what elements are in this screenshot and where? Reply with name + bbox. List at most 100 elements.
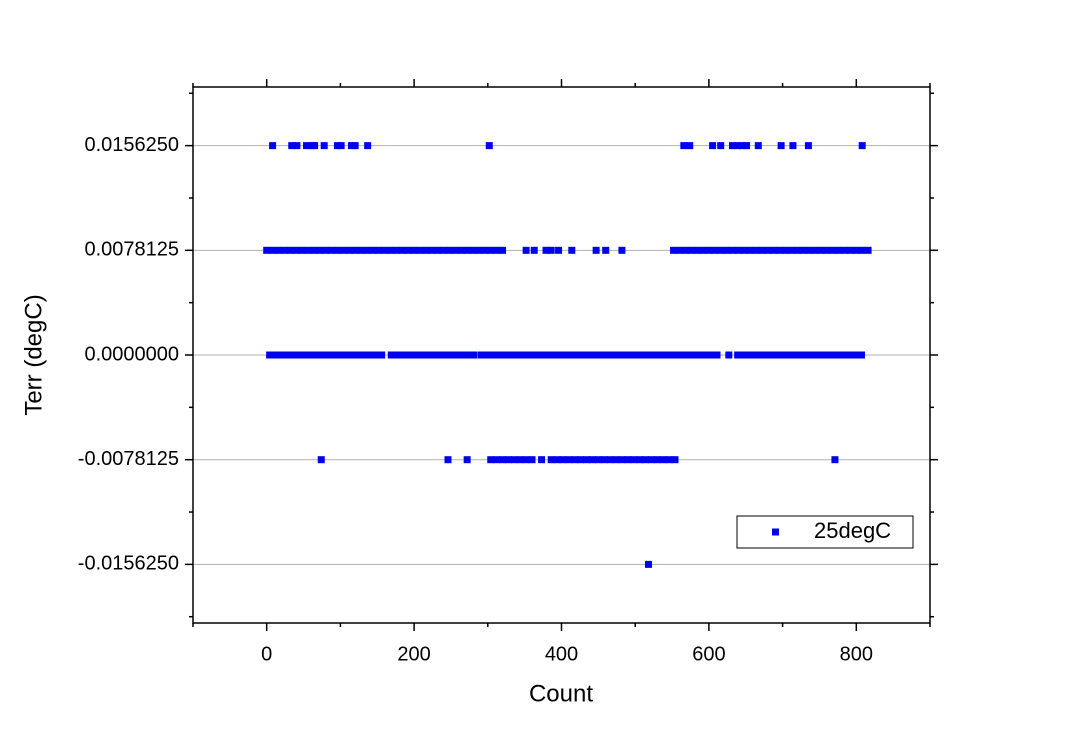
point — [434, 246, 442, 254]
point — [665, 456, 673, 464]
point — [293, 142, 301, 150]
point — [757, 351, 765, 359]
x-tick-label: 600 — [692, 643, 725, 665]
point — [811, 246, 819, 254]
point — [446, 351, 454, 359]
point — [740, 351, 748, 359]
point — [776, 246, 784, 254]
point — [416, 246, 424, 254]
point — [524, 351, 532, 359]
point — [678, 351, 686, 359]
point — [302, 142, 310, 150]
point — [602, 246, 610, 254]
point — [746, 246, 754, 254]
point — [751, 351, 759, 359]
point — [675, 246, 683, 254]
point — [577, 456, 585, 464]
point — [572, 351, 580, 359]
point — [793, 351, 801, 359]
point — [684, 351, 692, 359]
point — [538, 456, 546, 464]
point — [357, 246, 365, 254]
point — [728, 142, 736, 150]
point — [754, 142, 762, 150]
point — [269, 142, 277, 150]
point — [475, 246, 483, 254]
point — [648, 351, 656, 359]
point — [411, 351, 419, 359]
point — [292, 246, 300, 254]
point — [310, 246, 318, 254]
point — [405, 351, 413, 359]
point — [787, 246, 795, 254]
point — [805, 246, 813, 254]
point — [487, 456, 495, 464]
point — [816, 351, 824, 359]
point — [369, 246, 377, 254]
point — [507, 351, 515, 359]
point — [464, 351, 472, 359]
point — [834, 351, 842, 359]
point — [428, 246, 436, 254]
point — [723, 246, 731, 254]
point — [423, 351, 431, 359]
point — [619, 351, 627, 359]
point — [787, 351, 795, 359]
point — [770, 246, 778, 254]
point — [713, 351, 721, 359]
point — [339, 246, 347, 254]
point — [266, 351, 274, 359]
point — [728, 246, 736, 254]
point — [699, 246, 707, 254]
point — [277, 351, 285, 359]
point — [654, 351, 662, 359]
point — [493, 456, 501, 464]
point — [793, 246, 801, 254]
point — [618, 246, 626, 254]
point — [269, 246, 277, 254]
point — [636, 456, 644, 464]
point — [568, 246, 576, 254]
point — [304, 246, 312, 254]
point — [393, 351, 401, 359]
point — [595, 351, 603, 359]
point — [711, 246, 719, 254]
point — [288, 142, 296, 150]
point — [272, 351, 280, 359]
point — [274, 246, 282, 254]
point — [782, 246, 790, 254]
point — [530, 246, 538, 254]
point — [681, 246, 689, 254]
point — [671, 456, 679, 464]
point — [752, 246, 760, 254]
point — [489, 351, 497, 359]
point — [606, 456, 614, 464]
point — [589, 351, 597, 359]
point — [687, 246, 695, 254]
point — [644, 560, 652, 568]
point — [493, 246, 501, 254]
y-axis-label: Terr (degC) — [20, 294, 47, 415]
point — [695, 351, 703, 359]
point — [831, 456, 839, 464]
point — [841, 246, 849, 254]
point — [372, 351, 380, 359]
x-tick-label: 0 — [261, 643, 272, 665]
point — [440, 246, 448, 254]
point — [547, 246, 555, 254]
point — [477, 351, 485, 359]
y-tick-label: 0.0156250 — [84, 134, 179, 156]
point — [528, 456, 536, 464]
point — [516, 456, 524, 464]
point — [387, 246, 395, 254]
point — [351, 142, 359, 150]
point — [387, 351, 395, 359]
point — [451, 246, 459, 254]
point — [769, 351, 777, 359]
point — [566, 351, 574, 359]
point — [410, 246, 418, 254]
point — [429, 351, 437, 359]
point — [823, 246, 831, 254]
point — [612, 456, 620, 464]
